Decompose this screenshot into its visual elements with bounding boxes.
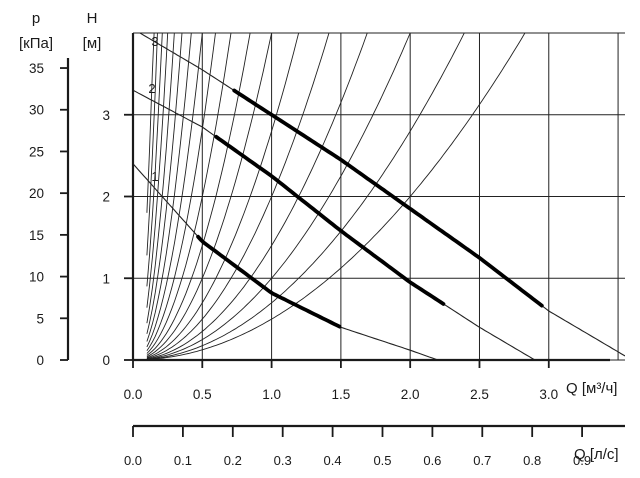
q-tick-label: 2.0 bbox=[401, 387, 420, 402]
working-ranges bbox=[196, 88, 544, 329]
p-axis-ticks: 0 5 10 15 20 25 30 35 bbox=[29, 61, 68, 368]
q-ls-tick-label: 0.0 bbox=[124, 453, 142, 468]
curve-label-1: 1 bbox=[151, 169, 158, 184]
system-curve bbox=[146, 33, 169, 308]
h-axis-unit: [м] bbox=[83, 35, 102, 52]
q-tick-label: 1.0 bbox=[262, 387, 281, 402]
working-range-3 bbox=[232, 88, 544, 308]
p-tick-label: 10 bbox=[29, 270, 44, 285]
system-curve bbox=[146, 33, 163, 287]
system-curve bbox=[146, 33, 192, 342]
q-ls-tick-label: 0.9 bbox=[573, 453, 591, 468]
system-curve bbox=[146, 33, 251, 356]
h-axis-ticks: 0 1 2 3 bbox=[102, 108, 133, 368]
system-curve bbox=[146, 33, 175, 324]
system-curve bbox=[146, 33, 158, 256]
grid bbox=[132, 32, 625, 361]
p-tick-label: 20 bbox=[29, 186, 44, 201]
p-tick-label: 25 bbox=[29, 144, 44, 159]
q-ls-axis-ticks: 0.0 0.1 0.2 0.3 0.4 0.5 0.6 0.7 0.8 0.9 bbox=[124, 426, 591, 468]
q-ls-tick-label: 0.4 bbox=[324, 453, 342, 468]
curve-label-2: 2 bbox=[148, 81, 155, 96]
system-curve bbox=[146, 33, 465, 360]
h-tick-label: 2 bbox=[102, 190, 110, 205]
system-curve bbox=[146, 33, 330, 359]
p-tick-label: 5 bbox=[36, 311, 44, 326]
q-tick-label: 0.5 bbox=[193, 387, 212, 402]
q-tick-label: 3.0 bbox=[539, 387, 558, 402]
pump-curve-3 bbox=[138, 33, 625, 357]
system-curve bbox=[146, 33, 411, 360]
q-tick-label: 0.0 bbox=[124, 387, 143, 402]
system-curve bbox=[146, 33, 368, 360]
q-ls-tick-label: 0.6 bbox=[423, 453, 441, 468]
q-ls-tick-label: 0.5 bbox=[373, 453, 391, 468]
system-curve bbox=[146, 33, 216, 352]
working-range-1 bbox=[196, 234, 342, 329]
system-curve bbox=[146, 33, 526, 360]
system-curve bbox=[146, 33, 203, 348]
p-tick-label: 0 bbox=[36, 353, 44, 368]
q-ls-tick-label: 0.3 bbox=[274, 453, 292, 468]
q-tick-label: 1.5 bbox=[331, 387, 350, 402]
h-axis-symbol: H bbox=[87, 10, 98, 27]
p-tick-label: 15 bbox=[29, 228, 44, 243]
pump-curve-1 bbox=[133, 163, 439, 360]
q-ls-tick-label: 0.1 bbox=[174, 453, 192, 468]
q-ls-tick-label: 0.2 bbox=[224, 453, 242, 468]
p-axis-symbol: p bbox=[32, 10, 40, 27]
q-ls-axis-label: Q [л/с] bbox=[574, 446, 619, 463]
p-axis-unit: [кПа] bbox=[19, 35, 53, 52]
q-axis-ticks: 0.0 0.5 1.0 1.5 2.0 2.5 3.0 bbox=[124, 360, 558, 402]
p-tick-label: 30 bbox=[29, 103, 44, 118]
q-tick-label: 2.5 bbox=[470, 387, 489, 402]
system-curves bbox=[146, 33, 526, 360]
h-tick-label: 0 bbox=[102, 353, 110, 368]
curve-labels: 1 2 3 bbox=[148, 34, 158, 184]
q-axis-label: Q [м³/ч] bbox=[566, 380, 617, 397]
working-range-2 bbox=[214, 134, 446, 306]
pump-curves bbox=[133, 33, 625, 360]
h-tick-label: 1 bbox=[102, 271, 110, 286]
curve-label-3: 3 bbox=[151, 34, 158, 49]
h-tick-label: 3 bbox=[102, 108, 110, 123]
q-ls-tick-label: 0.8 bbox=[523, 453, 541, 468]
q-ls-tick-label: 0.7 bbox=[473, 453, 491, 468]
system-curve bbox=[146, 33, 232, 354]
p-tick-label: 35 bbox=[29, 61, 44, 76]
system-curve bbox=[146, 33, 183, 334]
